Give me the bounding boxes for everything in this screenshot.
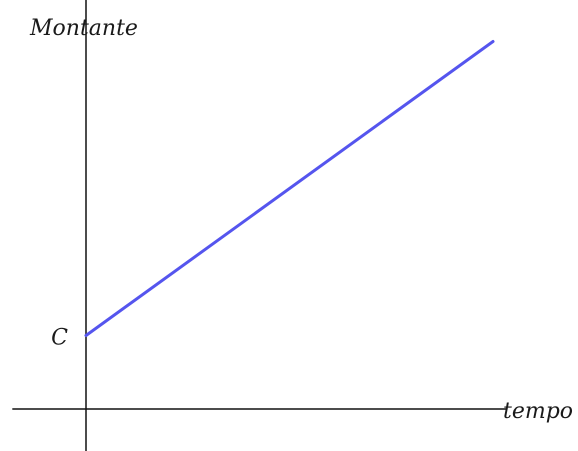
montante-line — [84, 40, 495, 337]
intercept-label: C — [51, 326, 68, 351]
x-axis-label: tempo — [503, 399, 573, 424]
y-axis-label: Montante — [29, 16, 138, 41]
